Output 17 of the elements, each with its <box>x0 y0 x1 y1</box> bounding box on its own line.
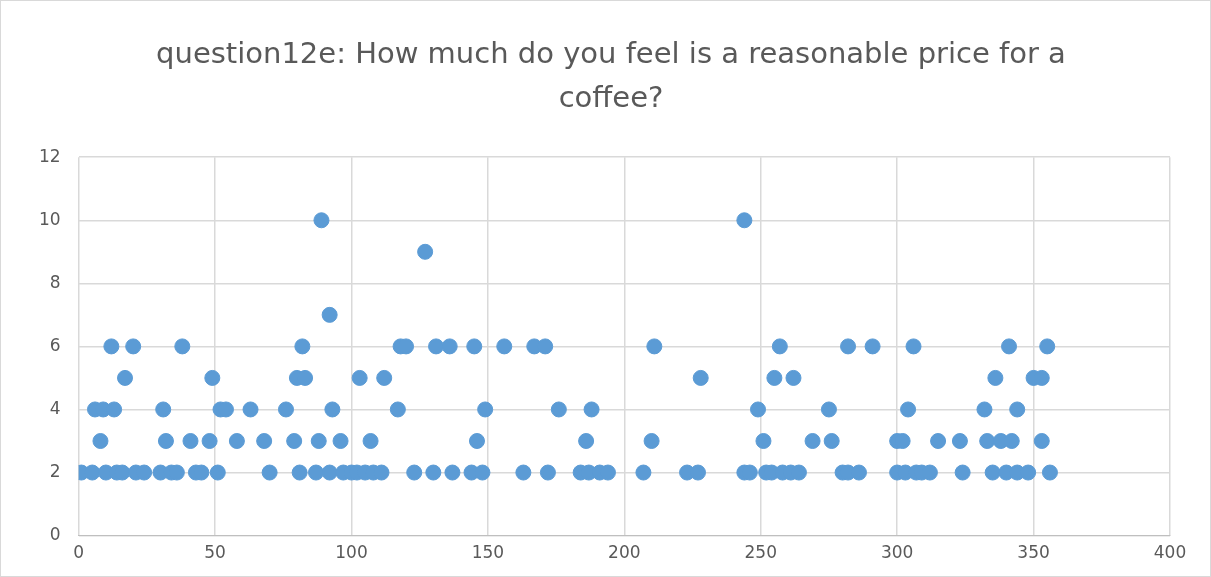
y-tick-label: 12 <box>38 145 61 166</box>
x-tick-label: 300 <box>880 542 914 563</box>
y-tick-label: 2 <box>49 460 61 481</box>
y-tick-label: 6 <box>49 334 61 355</box>
x-tick-label: 50 <box>204 542 226 563</box>
y-tick-label: 8 <box>49 271 61 292</box>
chart-title: question12e: How much do you feel is a reasonable price for a coffee? <box>155 35 1067 116</box>
y-tick-label: 0 <box>49 524 61 545</box>
y-tick-label: 4 <box>49 397 61 418</box>
x-tick-label: 250 <box>744 542 777 563</box>
x-tick-label: 100 <box>335 542 368 563</box>
x-tick-label: 400 <box>1153 542 1187 563</box>
x-tick-label: 350 <box>1017 542 1050 563</box>
x-tick-label: 0 <box>73 542 85 563</box>
y-tick-label: 10 <box>38 208 61 229</box>
x-tick-label: 200 <box>608 542 641 563</box>
x-tick-label: 150 <box>471 542 505 563</box>
